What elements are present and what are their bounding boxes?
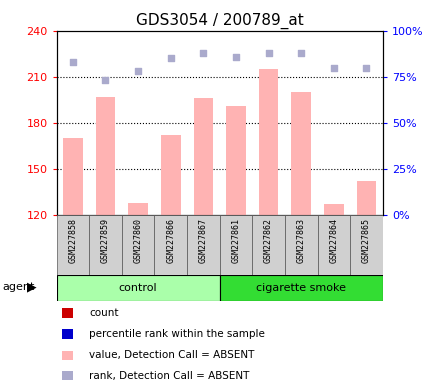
Text: rank, Detection Call = ABSENT: rank, Detection Call = ABSENT <box>89 371 249 381</box>
Bar <box>219 215 252 275</box>
Bar <box>187 215 219 275</box>
Text: GSM227865: GSM227865 <box>361 218 370 263</box>
Point <box>232 53 239 60</box>
Text: GSM227862: GSM227862 <box>263 218 273 263</box>
Bar <box>193 98 213 215</box>
Bar <box>56 215 89 275</box>
Bar <box>252 215 284 275</box>
Bar <box>258 69 278 215</box>
Point <box>330 65 337 71</box>
Point <box>362 65 369 71</box>
Text: value, Detection Call = ABSENT: value, Detection Call = ABSENT <box>89 350 254 360</box>
Bar <box>122 215 154 275</box>
Text: agent: agent <box>2 282 34 292</box>
Text: GSM227863: GSM227863 <box>296 218 305 263</box>
Text: GSM227867: GSM227867 <box>198 218 207 263</box>
Text: GSM227859: GSM227859 <box>101 218 110 263</box>
Title: GDS3054 / 200789_at: GDS3054 / 200789_at <box>135 13 303 29</box>
Text: GSM227861: GSM227861 <box>231 218 240 263</box>
Bar <box>89 215 122 275</box>
Point <box>297 50 304 56</box>
Text: ▶: ▶ <box>27 281 36 294</box>
Bar <box>63 138 82 215</box>
Point <box>102 78 108 84</box>
Text: GSM227858: GSM227858 <box>68 218 77 263</box>
Point <box>167 55 174 61</box>
Point <box>265 50 272 56</box>
Text: GSM227860: GSM227860 <box>133 218 142 263</box>
Bar <box>291 92 310 215</box>
Bar <box>154 215 187 275</box>
Point <box>69 59 76 65</box>
Bar <box>128 203 148 215</box>
Text: cigarette smoke: cigarette smoke <box>256 283 345 293</box>
Bar <box>226 106 245 215</box>
Text: GSM227866: GSM227866 <box>166 218 175 263</box>
Bar <box>323 204 343 215</box>
Bar <box>284 215 317 275</box>
Text: count: count <box>89 308 118 318</box>
Text: control: control <box>118 283 157 293</box>
Bar <box>161 135 180 215</box>
Text: GSM227864: GSM227864 <box>329 218 338 263</box>
Bar <box>356 181 375 215</box>
Text: percentile rank within the sample: percentile rank within the sample <box>89 329 264 339</box>
Bar <box>317 215 349 275</box>
Bar <box>349 215 382 275</box>
Bar <box>219 275 382 301</box>
Point <box>135 68 141 74</box>
Point <box>199 50 207 56</box>
Bar <box>56 275 219 301</box>
Bar <box>95 97 115 215</box>
